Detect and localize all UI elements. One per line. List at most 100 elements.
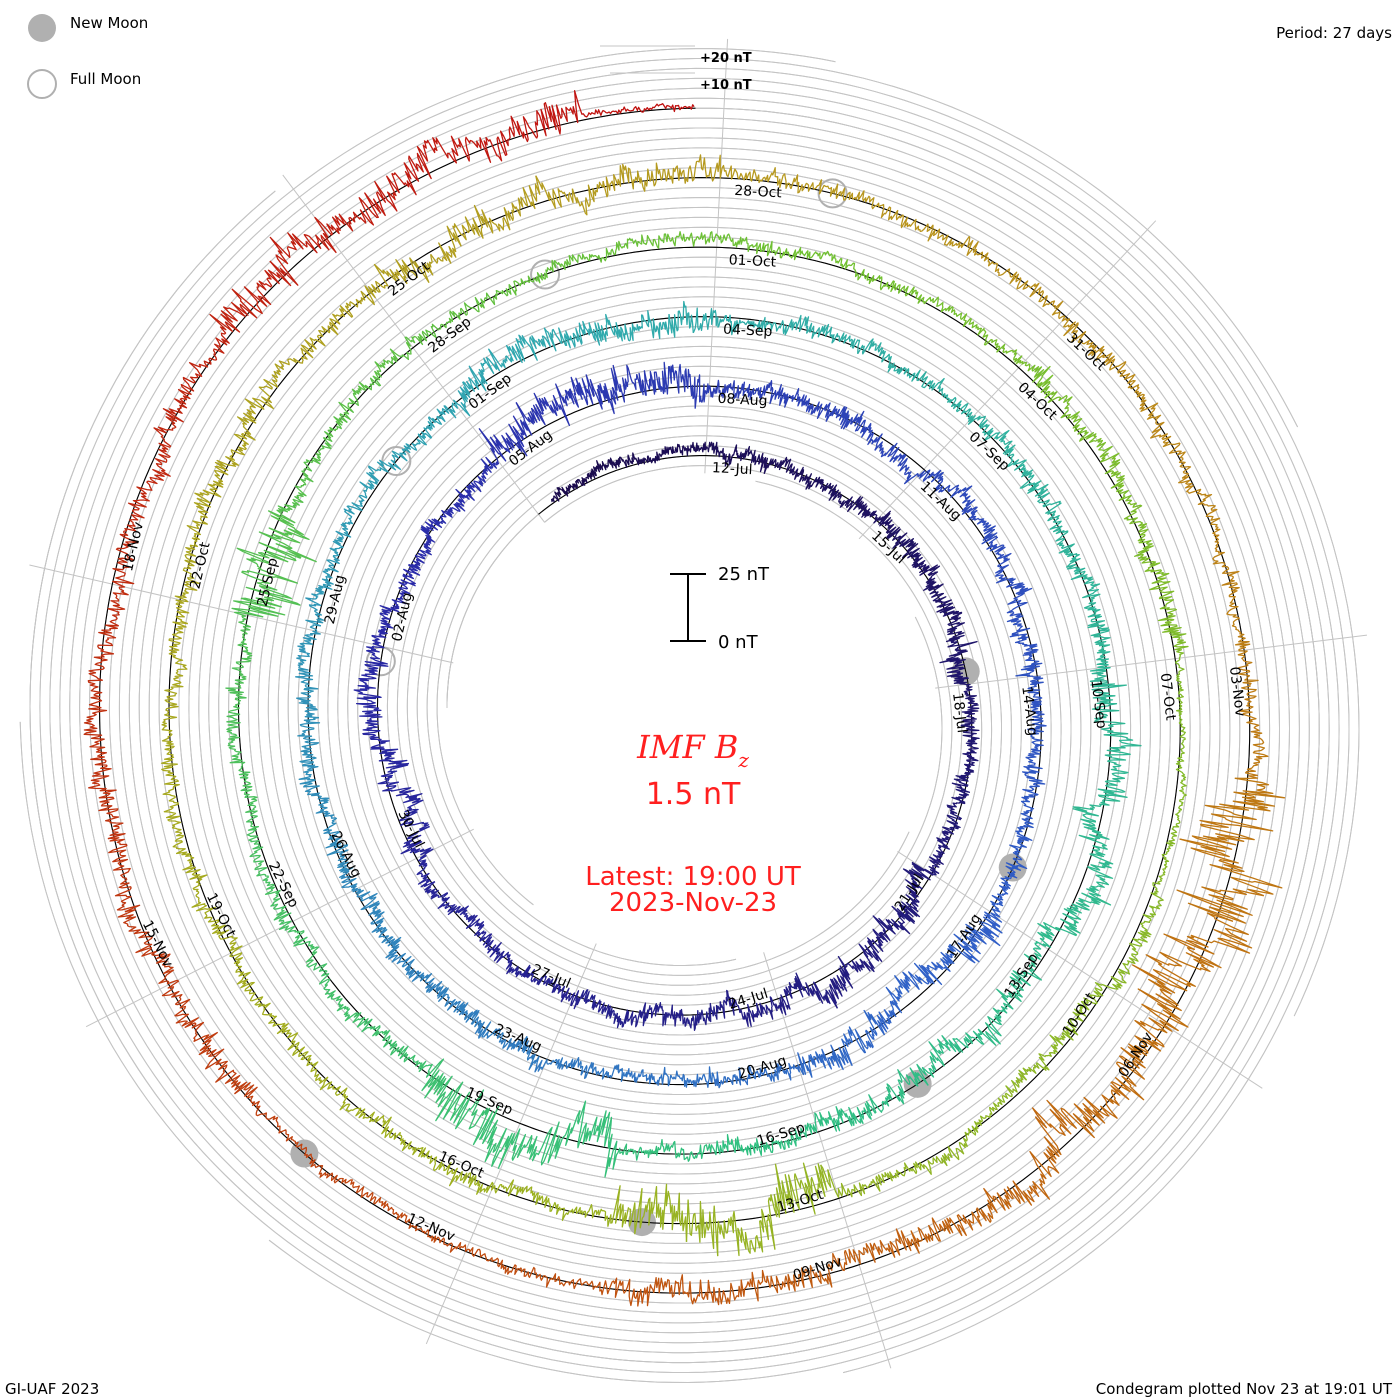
date-spoke	[935, 634, 1367, 689]
bz-series-segment	[455, 1170, 484, 1195]
bz-series-segment	[644, 310, 670, 340]
bz-series-segment	[209, 313, 234, 361]
bz-series-segment	[1027, 364, 1054, 393]
bz-series-segment	[615, 454, 634, 468]
bz-series-segment	[758, 452, 777, 475]
bz-series-segment	[458, 1008, 483, 1028]
bz-series-segment	[720, 989, 741, 1019]
bz-series-segment	[164, 682, 184, 713]
bz-series-segment	[1175, 751, 1187, 782]
bz-series-segment	[567, 90, 607, 124]
bz-series-segment	[435, 1075, 471, 1122]
bz-series-segment	[864, 931, 884, 962]
period-label: Period: 27 days	[1276, 24, 1392, 42]
bz-series-segment	[1043, 912, 1082, 937]
date-label: 18-Nov	[120, 520, 147, 573]
new-moon-legend-icon	[28, 14, 56, 42]
bz-series-segment	[884, 1162, 913, 1182]
bz-series-segment	[662, 443, 681, 455]
bz-series-segment	[715, 379, 735, 399]
bz-series-segment	[788, 972, 810, 999]
bz-series-segment	[894, 971, 929, 993]
bz-series-segment	[481, 207, 515, 234]
bz-series-segment	[429, 1156, 458, 1187]
bz-series-segment	[842, 410, 866, 434]
bz-series-segment	[1060, 409, 1087, 435]
date-label: 14-Aug	[1018, 685, 1040, 736]
bz-series-segment	[478, 428, 507, 470]
bz-series-segment	[797, 1051, 827, 1078]
bz-series-segment	[1089, 644, 1111, 672]
date-spoke	[704, 38, 729, 474]
bz-series-segment	[355, 1107, 386, 1123]
scale-bar	[670, 573, 706, 642]
bz-series-segment	[923, 577, 944, 598]
chart-title-subscript: z	[737, 748, 749, 772]
bz-series-segment	[1009, 970, 1031, 998]
bz-series-segment	[1063, 892, 1112, 916]
bz-series-segment	[1117, 361, 1140, 395]
bz-series-segment	[1005, 349, 1031, 368]
bz-series-segment	[1023, 947, 1043, 981]
bz-series-segment	[774, 456, 793, 473]
bz-series-segment	[1237, 690, 1257, 725]
bz-series-segment	[856, 1094, 884, 1125]
date-label: 28-Oct	[734, 183, 783, 201]
bz-series-segment	[272, 1021, 299, 1051]
bz-series-segment	[243, 396, 274, 424]
bz-series-segment	[1073, 989, 1104, 1017]
bz-series-segment	[408, 554, 426, 576]
bz-series-segment	[761, 1137, 790, 1154]
bz-series-segment	[676, 363, 698, 409]
date-label: 25-Sep	[255, 556, 282, 608]
bz-series-segment	[453, 1089, 491, 1130]
bz-series-segment	[416, 420, 435, 446]
bz-series-segment	[614, 237, 643, 255]
bz-series-segment	[112, 555, 135, 592]
bz-series-segment	[1139, 557, 1170, 584]
bz-series-segment	[1091, 694, 1120, 721]
bz-series-segment	[947, 484, 973, 504]
bz-series-segment	[401, 254, 434, 283]
bz-series-segment	[585, 1277, 621, 1298]
bz-series-segment	[440, 307, 463, 329]
bz-series-segment	[751, 1269, 786, 1302]
bz-series-segment	[857, 338, 886, 360]
bz-series-segment	[575, 472, 590, 488]
bz-series-segment	[1123, 502, 1148, 531]
bz-series-segment	[872, 915, 896, 943]
bz-series-segment	[949, 933, 981, 964]
bz-series-segment	[515, 1185, 544, 1206]
bz-series-segment	[777, 1062, 805, 1081]
bz-series-segment	[939, 657, 966, 674]
bz-series-segment	[983, 900, 1004, 928]
bz-series-segment	[961, 705, 980, 724]
bz-series-segment	[498, 1032, 524, 1051]
bz-series-segment	[399, 817, 430, 831]
bz-series-segment	[916, 1051, 945, 1086]
bz-series-segment	[430, 225, 462, 264]
bz-series-segment	[736, 1065, 758, 1086]
bz-series-segment	[191, 891, 216, 920]
bz-series-segment	[726, 444, 745, 466]
date-spoke	[858, 220, 1157, 540]
bz-series-segment	[877, 1228, 913, 1258]
bz-series-segment	[338, 392, 359, 423]
bz-series-segment	[787, 1122, 813, 1148]
bz-series-segment	[1136, 391, 1162, 421]
bz-series-segment	[892, 453, 910, 476]
bz-series-segment	[805, 981, 838, 1009]
bz-series-segment	[587, 460, 604, 480]
bz-series-segment	[323, 984, 344, 1007]
bz-series-segment	[1178, 780, 1187, 811]
bz-series-segment	[775, 986, 793, 1016]
bz-series-segment	[482, 1179, 516, 1197]
date-label: 07-Oct	[1157, 672, 1179, 722]
bz-series-segment	[928, 1035, 964, 1062]
date-label: 15-Jul	[868, 528, 909, 567]
bz-series-segment	[1142, 891, 1164, 922]
bz-series-segment	[724, 233, 753, 253]
bz-series-segment	[597, 313, 623, 342]
bz-series-segment	[910, 286, 939, 305]
bz-series-segment	[174, 998, 205, 1035]
